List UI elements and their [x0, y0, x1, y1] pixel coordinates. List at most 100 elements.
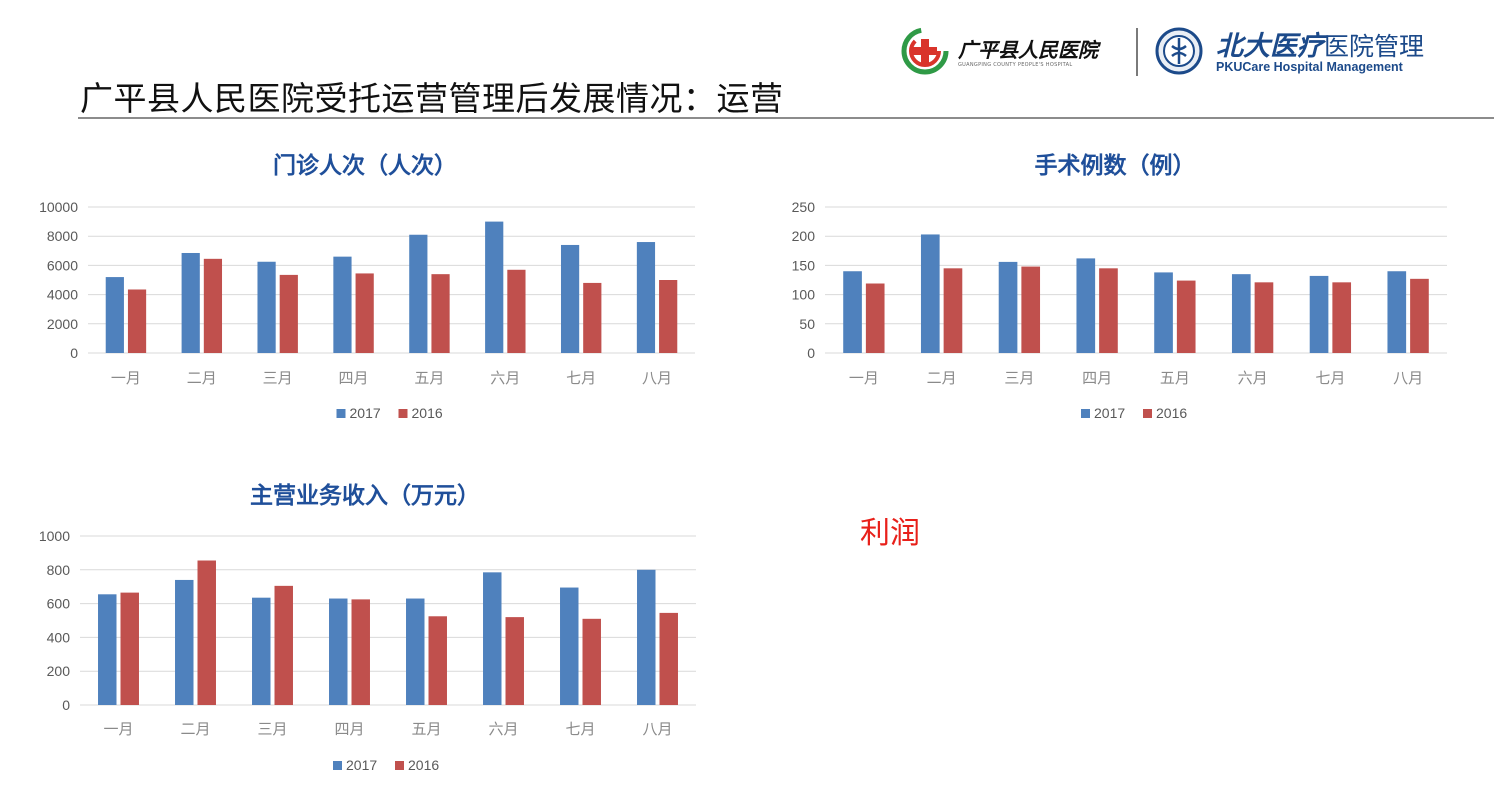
hospital-name: 广平县人民医院	[958, 38, 1098, 62]
bar-2016	[507, 269, 526, 353]
y-tick-label: 400	[47, 629, 71, 645]
chart-title: 主营业务收入（万元）	[250, 483, 480, 509]
bar-2017	[1231, 274, 1251, 353]
x-tick-label: 七月	[566, 369, 596, 387]
outpatient-chart-svg: 0 2000 4000 6000 8000 10000 一月 二月 三月 四月 五月 六月 七月 八月 20…	[39, 199, 695, 421]
x-tick-label: 七月	[1315, 369, 1345, 387]
slide-title: 广平县人民医院受托运营管理后发展情况：运营	[80, 79, 784, 118]
bar-2016	[1099, 268, 1118, 353]
y-tick-label: 800	[47, 562, 71, 578]
y-tick-label: 0	[807, 345, 815, 361]
y-tick-label: 10000	[39, 199, 78, 215]
bar-2016	[279, 274, 298, 353]
surgery-chart-svg: 0 50 100 150 200 250 一月 二月 三月 四月 五月 六月 七月 八月 2017 2016	[792, 199, 1447, 421]
bar-2016	[120, 592, 139, 705]
bar-2017	[637, 569, 656, 705]
y-tick-label: 0	[62, 697, 70, 713]
x-tick-label: 三月	[1004, 369, 1034, 387]
bar-2016	[659, 612, 678, 705]
y-tick-label: 200	[792, 228, 816, 244]
logo-separator	[1136, 28, 1138, 76]
y-tick-label: 1000	[39, 528, 70, 544]
revenue-chart-svg: 0 200 400 600 800 1000 一月 二月 三月 四月 五月 六月 七月 八月 2017 201…	[39, 528, 696, 773]
bar-2016	[582, 618, 601, 705]
x-tick-label: 四月	[1082, 369, 1112, 387]
x-tick-label: 二月	[187, 369, 217, 387]
bar-2017	[843, 271, 862, 353]
bar-2017	[560, 587, 579, 705]
bar-2017	[98, 594, 117, 705]
bar-2017	[1076, 258, 1096, 353]
pkucare-logo-icon	[1155, 27, 1203, 75]
bar-2016	[127, 289, 147, 353]
y-tick-label: 250	[792, 199, 816, 215]
legend-swatch	[333, 761, 342, 770]
bar-2017	[409, 234, 428, 353]
bar-2016	[583, 282, 602, 353]
legend-swatch	[395, 761, 404, 770]
x-tick-label: 四月	[339, 369, 369, 387]
x-tick-label: 五月	[411, 720, 441, 738]
y-tick-label: 50	[799, 316, 815, 332]
bar-2016	[1176, 280, 1196, 353]
chart-title: 手术例数（例）	[1034, 153, 1196, 179]
pkucare-brand-cn: 北大医疗医院管理	[1216, 24, 1424, 63]
x-tick-label: 八月	[642, 720, 672, 738]
bar-2017	[560, 244, 580, 353]
bar-2017	[105, 277, 124, 353]
bar-2016	[865, 283, 885, 353]
bar-2016	[943, 268, 963, 353]
y-tick-label: 0	[70, 345, 78, 361]
bar-2017	[333, 256, 352, 353]
bar-2017	[1309, 275, 1329, 353]
pkucare-brand-en: PKUCare Hospital Management	[1216, 60, 1403, 74]
y-tick-label: 100	[792, 287, 816, 303]
legend-label: 2016	[408, 757, 439, 773]
y-tick-label: 200	[47, 663, 71, 679]
bar-2016	[351, 599, 370, 705]
bar-2017	[485, 221, 504, 353]
bar-2016	[428, 616, 447, 705]
bar-2017	[406, 598, 425, 705]
y-tick-label: 6000	[47, 257, 78, 273]
y-tick-label: 8000	[47, 228, 78, 244]
bar-2016	[355, 273, 374, 353]
hospital-subtitle: GUANGPING COUNTY PEOPLE'S HOSPITAL	[958, 62, 1073, 68]
x-tick-label: 六月	[488, 720, 518, 738]
x-tick-label: 六月	[490, 369, 520, 387]
surgery-chart: 手术例数（例） 0 50 100 150 200 250 一月 二月 三月 四月 五月 六月 七月 八月 2…	[770, 140, 1460, 440]
bar-2017	[998, 261, 1018, 353]
hospital-logo-icon	[901, 27, 949, 75]
x-tick-label: 六月	[1238, 369, 1268, 387]
bar-2016	[431, 274, 450, 353]
legend-label: 2017	[346, 757, 377, 773]
x-tick-label: 四月	[334, 720, 364, 738]
y-tick-label: 2000	[47, 316, 78, 332]
x-tick-label: 二月	[927, 369, 957, 387]
y-tick-label: 4000	[47, 287, 78, 303]
bar-2017	[175, 579, 194, 705]
bar-2017	[1154, 272, 1173, 353]
chart-title: 门诊人次（人次）	[273, 153, 457, 179]
x-tick-label: 二月	[180, 720, 210, 738]
legend-swatch	[336, 409, 346, 418]
bar-2016	[274, 585, 293, 705]
bar-2016	[1021, 266, 1041, 353]
x-tick-label: 一月	[111, 369, 141, 387]
outpatient-chart: 门诊人次（人次） 0 2000 4000 6000 8000 10000 一月 二月 三月 四月 五…	[20, 140, 710, 440]
legend-swatch	[1143, 409, 1152, 418]
profit-note: 利润	[860, 516, 920, 551]
x-tick-label: 五月	[1160, 369, 1190, 387]
y-tick-label: 600	[47, 596, 71, 612]
x-tick-label: 八月	[1393, 369, 1423, 387]
bar-2017	[329, 598, 348, 705]
legend-label: 2016	[412, 405, 443, 421]
x-tick-label: 三月	[263, 369, 293, 387]
x-tick-label: 一月	[849, 369, 879, 387]
bar-2017	[1387, 271, 1407, 353]
bar-2016	[203, 258, 223, 353]
legend-label: 2017	[350, 405, 381, 421]
bar-2016	[197, 560, 216, 705]
bar-2017	[636, 242, 656, 353]
bar-2017	[181, 252, 200, 353]
